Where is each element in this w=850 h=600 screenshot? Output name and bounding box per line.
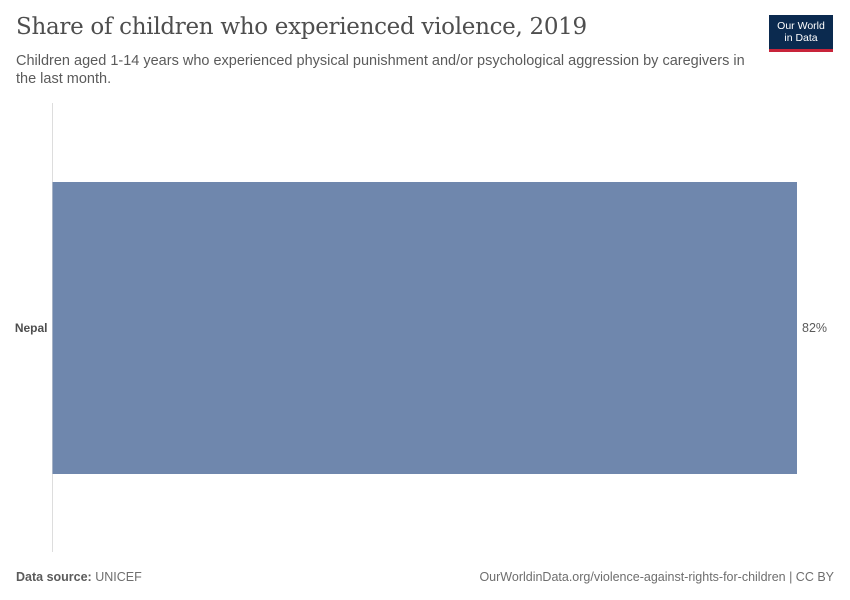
footer-source: Data source: UNICEF [16,570,142,584]
value-label-nepal: 82% [802,321,827,335]
category-label-nepal: Nepal [15,321,48,335]
footer-link[interactable]: OurWorldinData.org/violence-against-righ… [479,570,834,584]
logo-line-2: in Data [784,32,818,44]
source-value: UNICEF [95,570,142,584]
source-label: Data source: [16,570,92,584]
logo-line-1: Our World [777,20,825,32]
bars-group: Nepal 82% [15,182,827,474]
chart-title: Share of children who experienced violen… [16,14,587,40]
owid-logo[interactable]: Our World in Data [769,15,833,52]
bar-nepal[interactable] [52,182,798,474]
chart-subtitle: Children aged 1-14 years who experienced… [16,53,745,87]
